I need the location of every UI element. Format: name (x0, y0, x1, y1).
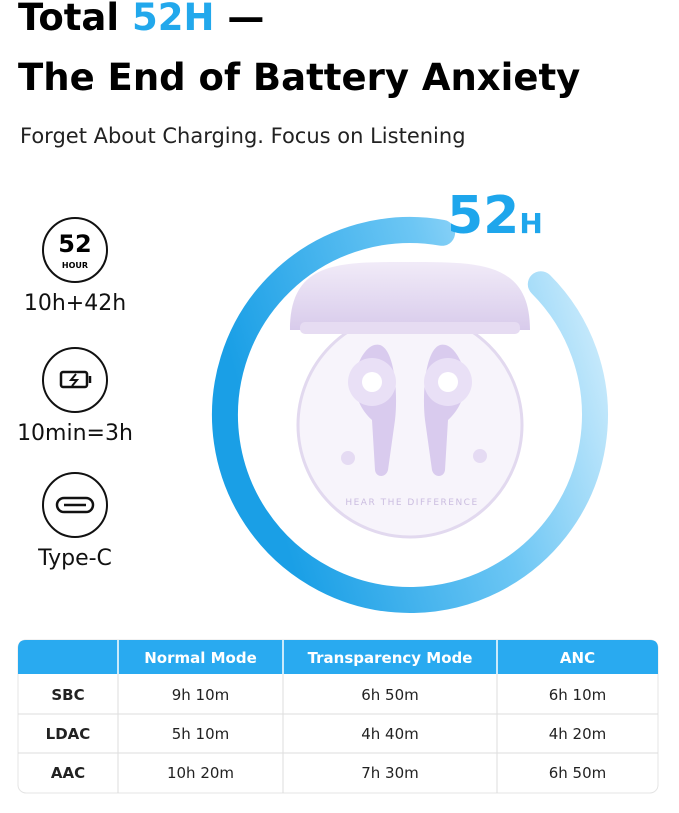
table-cell: 6h 50m (361, 686, 419, 704)
battery-ring (212, 216, 608, 613)
table-cell: 5h 10m (172, 725, 230, 743)
table-cell: 4h 40m (361, 725, 419, 743)
battery-table: Normal Mode Transparency Mode ANC SBC 9h 10m… (17, 639, 659, 794)
table-cell: 6h 50m (549, 764, 607, 782)
ring-unit: H (519, 207, 542, 240)
table-cell: 6h 10m (549, 686, 607, 704)
usbc-glyph (55, 496, 95, 514)
row-header: LDAC (46, 725, 91, 743)
table-cell: 7h 30m (361, 764, 419, 782)
table-header: Transparency Mode (308, 649, 473, 667)
table-cell: 4h 20m (549, 725, 607, 743)
title-line1: Total 52H — (18, 0, 264, 39)
battery-glyph (59, 370, 92, 389)
hour-icon-number: 52 (58, 230, 91, 258)
ring-label: 52H (447, 186, 543, 246)
hour-icon (42, 217, 108, 283)
earbuds-case: HEAR THE DIFFERENCE (290, 261, 530, 539)
feature-label: 10min=3h (17, 421, 133, 446)
table-header-bg (18, 640, 658, 674)
table-cell: 10h 20m (167, 764, 234, 782)
title-line2: The End of Battery Anxiety (18, 56, 580, 99)
table-header: Normal Mode (144, 649, 257, 667)
row-header: AAC (51, 764, 85, 782)
table-cell: 9h 10m (172, 686, 230, 704)
title-prefix: Total (18, 0, 119, 39)
ring-number: 52 (447, 186, 519, 246)
table-header: ANC (560, 649, 595, 667)
title-suffix: — (227, 0, 264, 39)
feature-label: Type-C (37, 546, 112, 571)
subtitle: Forget About Charging. Focus on Listenin… (20, 124, 466, 148)
title-highlight: 52H (132, 0, 214, 39)
hour-icon-unit: HOUR (62, 261, 88, 270)
feature-label: 10h+42h (24, 291, 126, 316)
row-header: SBC (51, 686, 84, 704)
case-text: HEAR THE DIFFERENCE (345, 498, 478, 508)
